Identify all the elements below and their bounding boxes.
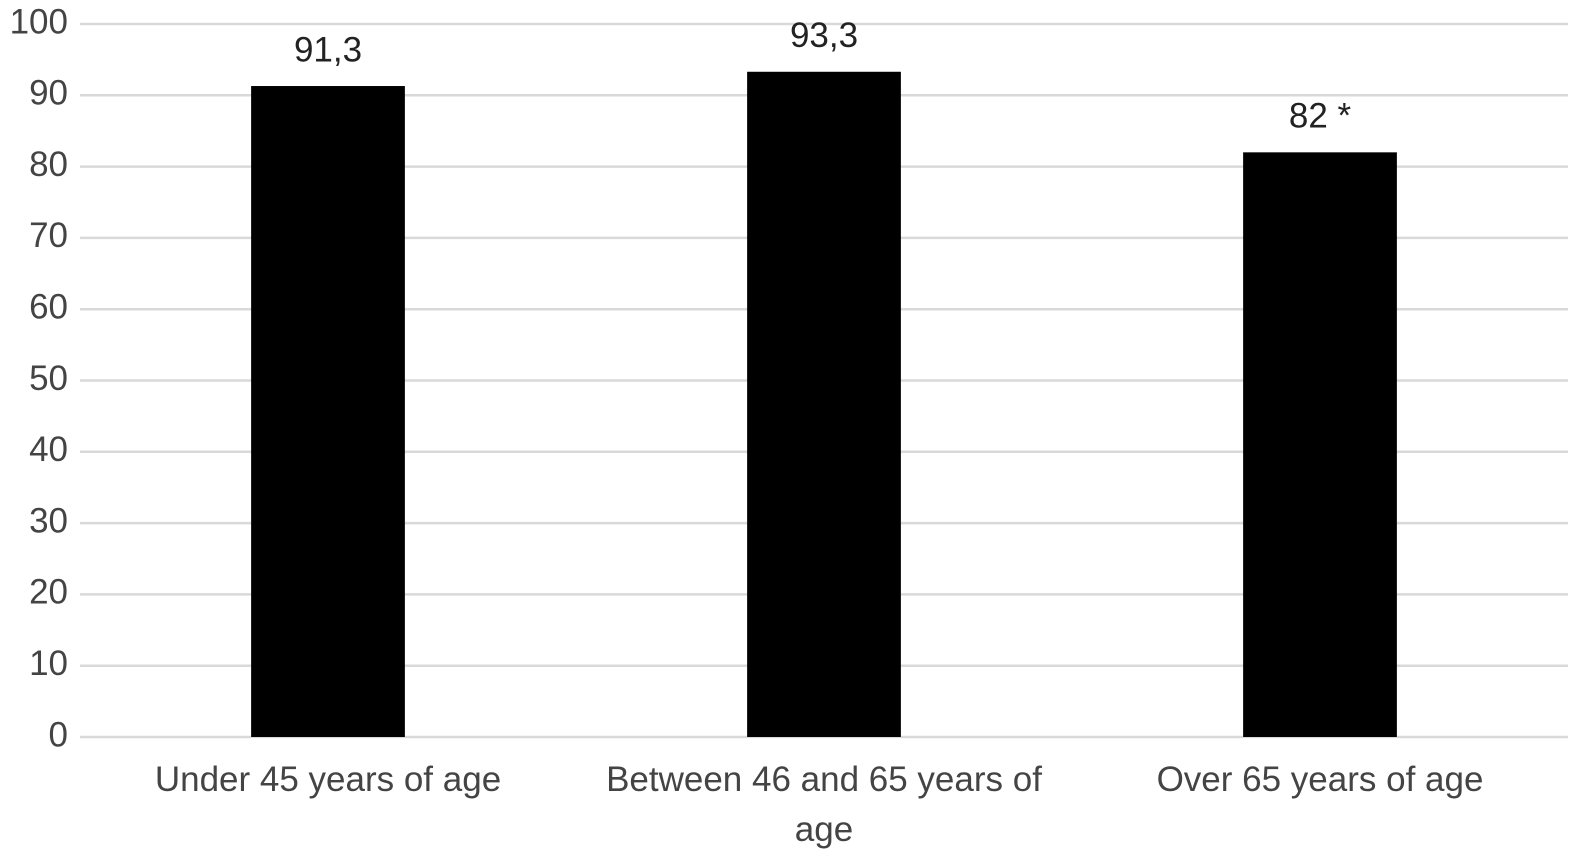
y-tick-label: 30	[29, 501, 68, 540]
y-tick-label: 60	[29, 287, 68, 326]
y-tick-label: 50	[29, 359, 68, 398]
y-tick-label: 10	[29, 644, 68, 683]
y-tick-label: 80	[29, 145, 68, 184]
y-tick-label: 70	[29, 216, 68, 255]
bar	[747, 71, 901, 738]
value-label: 93,3	[790, 16, 858, 55]
x-tick-label: Over 65 years of age	[1156, 760, 1484, 799]
x-tick-label: Under 45 years of age	[154, 760, 502, 799]
x-tick-label: Between 46 and 65 years of age	[606, 760, 1042, 849]
y-tick-label: 90	[29, 74, 68, 113]
y-tick-label: 100	[10, 2, 68, 41]
value-label: 82 *	[1289, 97, 1352, 136]
y-tick-label: 20	[29, 573, 68, 612]
value-label: 91,3	[294, 30, 362, 69]
bar	[1243, 152, 1397, 738]
bar	[251, 86, 405, 737]
y-tick-label: 0	[49, 715, 68, 754]
y-tick-label: 40	[29, 430, 68, 469]
